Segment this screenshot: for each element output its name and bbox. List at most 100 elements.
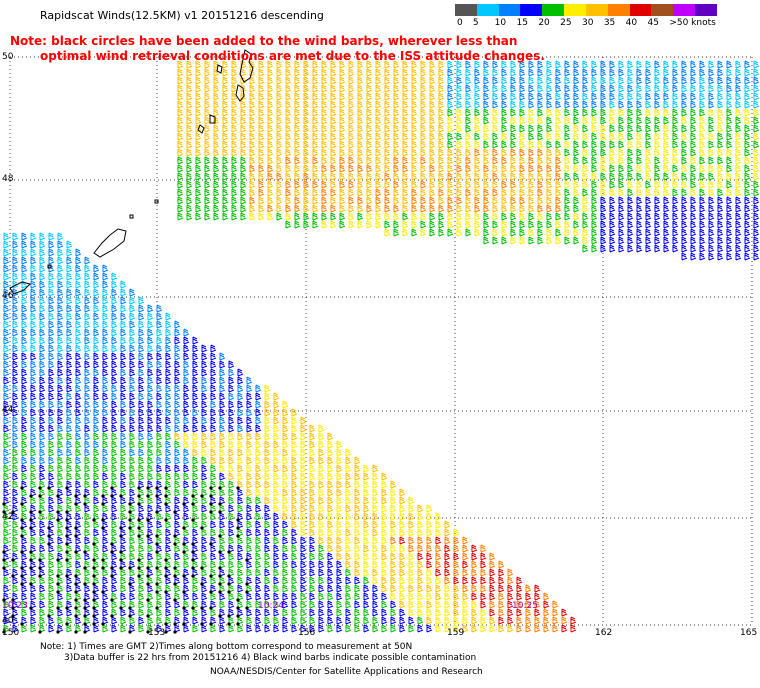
wind-barb: [363, 568, 370, 577]
wind-barb: [264, 584, 271, 593]
wind-barb: [672, 140, 679, 149]
wind-barb: [480, 552, 487, 561]
wind-barb: [375, 220, 382, 229]
wind-barb: [600, 124, 607, 133]
wind-barb: [237, 384, 244, 393]
wind-barb: [303, 124, 310, 133]
wind-barb: [276, 92, 283, 101]
wind-barb: [21, 624, 28, 633]
wind-barb: [390, 576, 397, 585]
wind-barb: [222, 116, 229, 125]
wind-barb: [375, 100, 382, 109]
wind-barb: [453, 624, 460, 633]
wind-barb: [537, 196, 544, 205]
quality-circle: [56, 558, 60, 562]
wind-barb: [222, 204, 229, 213]
wind-barb: [564, 172, 571, 181]
wind-barb: [138, 304, 145, 313]
wind-barb: [636, 108, 643, 117]
wind-barb: [582, 84, 589, 93]
wind-barb: [255, 592, 262, 601]
wind-barb: [111, 624, 118, 633]
wind-barb: [57, 584, 64, 593]
wind-barb: [102, 432, 109, 441]
wind-barb: [564, 116, 571, 125]
wind-barb: [273, 544, 280, 553]
wind-barb: [438, 92, 445, 101]
wind-barb: [228, 480, 235, 489]
wind-barb: [120, 416, 127, 425]
wind-barb: [93, 352, 100, 361]
wind-barb: [267, 188, 274, 197]
wind-barb: [57, 464, 64, 473]
wind-barb: [300, 608, 307, 617]
wind-barb: [264, 624, 271, 633]
wind-barb: [186, 164, 193, 173]
wind-barb: [699, 156, 706, 165]
wind-barb: [546, 188, 553, 197]
wind-barb: [483, 60, 490, 69]
wind-barb: [483, 204, 490, 213]
wind-barb: [498, 560, 505, 569]
wind-barb: [690, 236, 697, 245]
wind-barb: [393, 116, 400, 125]
wind-barb: [357, 180, 364, 189]
wind-barb: [510, 228, 517, 237]
wind-barb: [654, 124, 661, 133]
wind-barb: [591, 236, 598, 245]
wind-barb: [456, 164, 463, 173]
wind-barb: [735, 172, 742, 181]
wind-barb: [129, 296, 136, 305]
wind-barb: [66, 608, 73, 617]
wind-barb: [84, 584, 91, 593]
wind-barb: [165, 336, 172, 345]
wind-barb: [546, 212, 553, 221]
wind-barb: [744, 252, 751, 261]
wind-barb: [357, 132, 364, 141]
wind-barb: [735, 108, 742, 117]
wind-barb: [381, 544, 388, 553]
wind-barb: [483, 164, 490, 173]
wind-barb: [111, 360, 118, 369]
wind-barb: [201, 496, 208, 505]
wind-barb: [129, 552, 136, 561]
wind-barb: [237, 416, 244, 425]
wind-barb: [192, 392, 199, 401]
wind-barb: [213, 196, 220, 205]
wind-barb: [384, 188, 391, 197]
quality-circle: [128, 630, 132, 634]
wind-barb: [192, 424, 199, 433]
wind-barb: [93, 496, 100, 505]
quality-circle: [173, 566, 177, 570]
wind-barb: [138, 392, 145, 401]
wind-barb: [699, 172, 706, 181]
wind-barb: [681, 220, 688, 229]
wind-barb: [336, 472, 343, 481]
wind-barb: [21, 472, 28, 481]
wind-barb: [744, 92, 751, 101]
wind-barb: [372, 544, 379, 553]
wind-barb: [111, 272, 118, 281]
wind-barb: [195, 116, 202, 125]
wind-barb: [174, 496, 181, 505]
wind-barb: [381, 472, 388, 481]
wind-barb: [93, 296, 100, 305]
wind-barb: [12, 560, 19, 569]
wind-barb: [609, 212, 616, 221]
wind-barb: [672, 92, 679, 101]
wind-barb: [156, 504, 163, 513]
wind-barb: [456, 172, 463, 181]
wind-barb: [708, 228, 715, 237]
wind-barb: [381, 528, 388, 537]
wind-barb: [627, 196, 634, 205]
wind-barb: [528, 172, 535, 181]
wind-barb: [618, 92, 625, 101]
wind-barb: [249, 108, 256, 117]
wind-barb: [201, 488, 208, 497]
wind-barb: [48, 408, 55, 417]
quality-circle: [56, 574, 60, 578]
wind-barb: [222, 84, 229, 93]
wind-barb: [102, 616, 109, 625]
wind-barb: [627, 164, 634, 173]
wind-barb: [201, 400, 208, 409]
